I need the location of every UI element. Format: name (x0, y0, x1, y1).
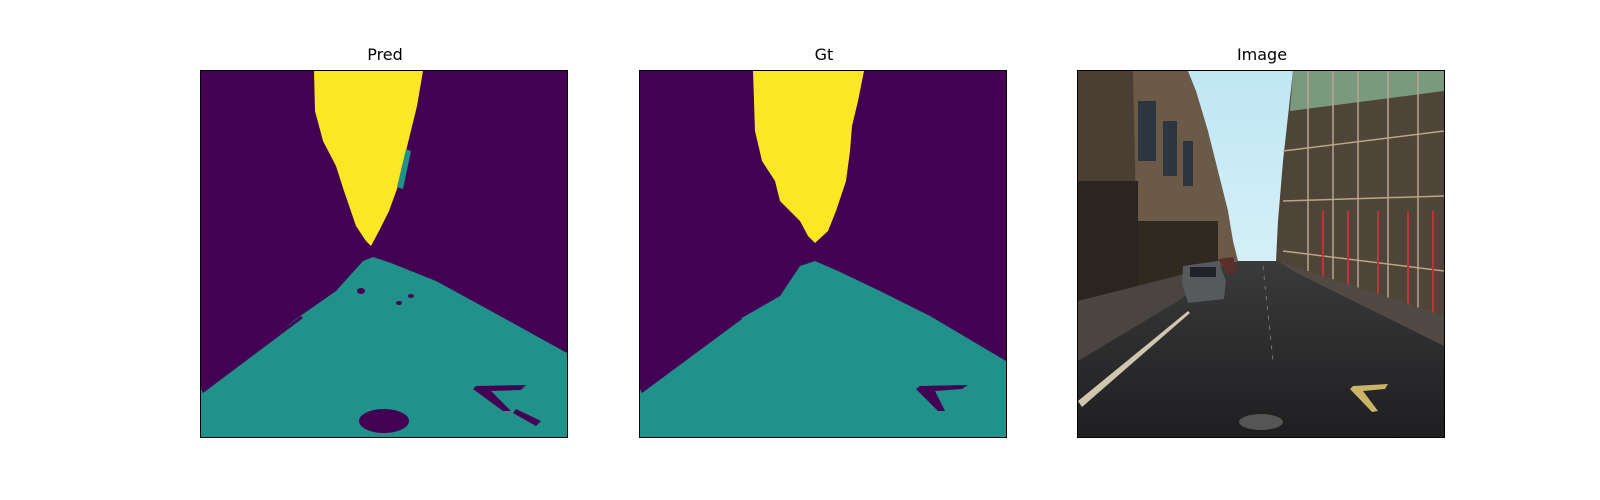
gt-mask-image (640, 71, 1006, 437)
pred-mask (200, 70, 568, 438)
pred-title: Pred (367, 45, 403, 64)
gt-mask (639, 70, 1007, 438)
street-photo (1077, 70, 1445, 438)
street-photo-image (1078, 71, 1444, 437)
pred-panel: Pred (200, 0, 570, 500)
gt-title: Gt (814, 45, 834, 64)
pred-mask-image (201, 71, 567, 437)
gt-panel: Gt (639, 0, 1009, 500)
image-panel: Image (1077, 0, 1447, 500)
image-title: Image (1236, 45, 1288, 64)
